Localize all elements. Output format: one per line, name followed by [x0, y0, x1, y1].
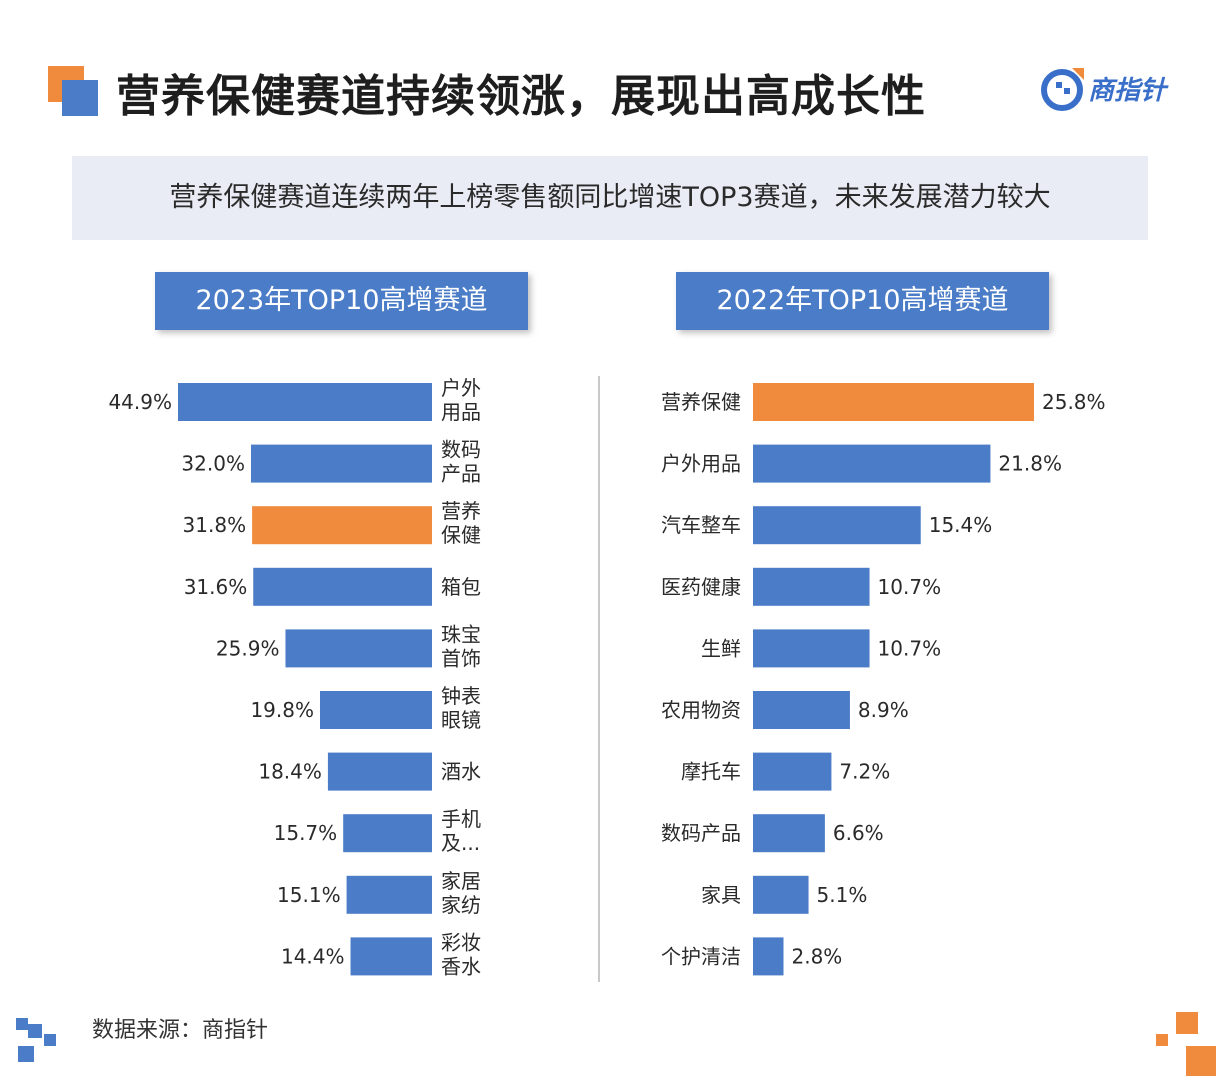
value-label-2022: 6.6%	[833, 821, 884, 845]
category-label-2023: 家纺	[441, 893, 481, 917]
category-label-2022: 汽车整车	[661, 513, 741, 537]
footer-deco-square	[16, 1018, 28, 1030]
category-label-2023: 家居	[441, 869, 481, 893]
source-note: 数据来源：商指针	[92, 1018, 269, 1043]
category-label-2022: 数码产品	[661, 821, 741, 845]
value-label-2023: 25.9%	[216, 636, 280, 660]
subtitle-text: 营养保健赛道连续两年上榜零售额同比增速TOP3赛道，未来发展潜力较大	[169, 182, 1051, 213]
logo-icon	[1041, 68, 1084, 111]
value-label-2023: 19.8%	[250, 698, 314, 722]
category-label-2023: 酒水	[441, 760, 481, 784]
value-label-2023: 14.4%	[281, 944, 345, 968]
value-label-2022: 25.8%	[1042, 390, 1106, 414]
value-label-2023: 44.9%	[108, 390, 172, 414]
category-label-2022: 营养保健	[661, 390, 741, 414]
bar-2023	[346, 875, 432, 914]
footer-deco-square	[28, 1024, 42, 1038]
bar-2022	[753, 506, 921, 545]
title-accent-blue	[62, 80, 98, 116]
value-label-2023: 18.4%	[258, 760, 322, 784]
bar-2023	[350, 937, 432, 976]
chart-2022-title: 2022年TOP10高增赛道	[676, 272, 1049, 330]
category-label-2023: 钟表	[441, 684, 481, 708]
corner-deco-square	[1156, 1034, 1168, 1046]
category-label-2023: 香水	[441, 954, 481, 978]
value-label-2023: 15.7%	[274, 821, 338, 845]
bar-2022	[753, 814, 825, 853]
category-label-2023: 眼镜	[441, 708, 481, 732]
page-title: 营养保健赛道持续领涨，展现出高成长性	[116, 71, 926, 122]
value-label-2023: 31.6%	[184, 575, 248, 599]
category-label-2023: 首饰	[441, 646, 481, 670]
category-label-2022: 农用物资	[661, 698, 741, 722]
bar-2023	[327, 752, 432, 791]
category-label-2022: 摩托车	[681, 760, 741, 784]
category-label-2023: 户外	[441, 376, 481, 400]
value-label-2023: 31.8%	[183, 513, 247, 537]
category-label-2022: 个护清洁	[661, 944, 741, 968]
category-label-2023: 数码	[441, 438, 481, 462]
category-label-2022: 医药健康	[661, 575, 741, 599]
footer-deco-square	[18, 1046, 34, 1062]
logo-text: 商指针	[1088, 76, 1167, 106]
value-label-2022: 10.7%	[878, 636, 942, 660]
logo: 商指针	[1038, 64, 1188, 114]
chart-2022: 25.8% 营养保健 21.8% 户外用品 15.4% 汽车整车 10.7% 医药健康 10.7…	[661, 383, 1106, 976]
chart-2023: 44.9% 户外用品 32.0% 数码产品 31.8% 营养保健 31.6% 箱包 25.9% 珠…	[108, 376, 481, 978]
bar-2022	[753, 567, 870, 606]
corner-deco-square	[1176, 1012, 1198, 1034]
value-label-2023: 32.0%	[181, 452, 245, 476]
value-label-2022: 5.1%	[817, 883, 868, 907]
corner-deco-square	[1186, 1046, 1216, 1076]
bar-2022	[753, 752, 832, 791]
value-label-2022: 8.9%	[858, 698, 909, 722]
category-label-2022: 户外用品	[661, 452, 741, 476]
category-label-2023: 珠宝	[441, 622, 481, 646]
bar-2022	[753, 383, 1034, 421]
category-label-2022: 生鲜	[701, 636, 741, 660]
category-label-2023: 及...	[441, 831, 480, 855]
panel-divider	[598, 376, 600, 982]
category-label-2023: 彩妆	[441, 930, 481, 954]
subtitle-box: 营养保健赛道连续两年上榜零售额同比增速TOP3赛道，未来发展潜力较大	[72, 156, 1148, 240]
bar-2022	[753, 875, 809, 914]
value-label-2022: 7.2%	[839, 760, 890, 784]
category-label-2022: 家具	[701, 883, 741, 907]
bar-2022	[753, 691, 850, 729]
category-label-2023: 保健	[441, 523, 481, 547]
bar-2023	[250, 444, 432, 483]
bar-2023	[178, 383, 432, 421]
bar-2022	[753, 937, 784, 976]
bar-2023	[285, 629, 432, 668]
category-label-2023: 用品	[441, 400, 481, 424]
category-label-2023: 营养	[441, 499, 481, 523]
bar-2022	[753, 444, 991, 483]
category-label-2023: 手机	[441, 807, 481, 831]
bar-2023	[252, 506, 432, 545]
bar-2023	[343, 814, 432, 853]
footer-deco-square	[44, 1034, 56, 1046]
value-label-2022: 10.7%	[878, 575, 942, 599]
value-label-2022: 2.8%	[791, 944, 842, 968]
value-label-2023: 15.1%	[277, 883, 341, 907]
bar-2022	[753, 629, 870, 668]
value-label-2022: 15.4%	[929, 513, 993, 537]
chart-2023-title: 2023年TOP10高增赛道	[155, 272, 528, 330]
value-label-2022: 21.8%	[998, 452, 1062, 476]
category-label-2023: 产品	[441, 462, 481, 486]
category-label-2023: 箱包	[441, 575, 481, 599]
bar-2023	[319, 691, 432, 729]
bar-2023	[253, 567, 432, 606]
